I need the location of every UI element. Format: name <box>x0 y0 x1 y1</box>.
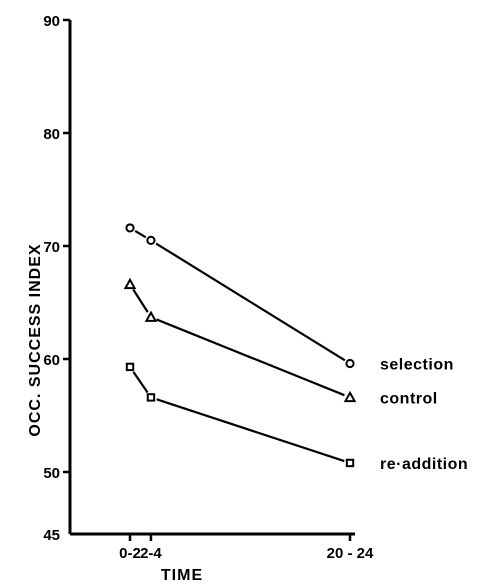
series-label: selection <box>380 357 454 374</box>
data-point-square <box>146 393 156 402</box>
y-axis-title: OCC. SUCCESS INDEX <box>27 243 44 436</box>
series-line-segment <box>156 318 345 397</box>
y-tick-label: 50 <box>43 465 60 482</box>
series-0: selection <box>125 223 454 374</box>
series-1: control <box>123 277 438 407</box>
axes <box>68 20 355 536</box>
data-point-circle <box>345 358 355 369</box>
series-line-segment <box>155 242 346 362</box>
x-tick-label: 0-2 <box>119 545 141 562</box>
data-point-circle <box>125 223 135 233</box>
series-label: re·addition <box>380 456 468 473</box>
series-layer: selection control re·addition <box>123 223 468 473</box>
series-line-segment <box>132 371 149 394</box>
series-line-segment <box>132 288 149 313</box>
x-tick-label: 20 - 24 <box>327 545 374 562</box>
y-tick-label: 60 <box>43 352 60 369</box>
data-point-square <box>125 362 135 372</box>
x-ticks: 0-2 2-4 20 - 24 <box>119 534 374 562</box>
data-point-triangle <box>144 310 158 322</box>
data-point-circle <box>146 235 156 245</box>
y-tick-label: 80 <box>43 126 60 143</box>
y-tick-label: 45 <box>43 527 60 544</box>
data-point-square <box>345 458 355 468</box>
x-axis-title: TIME <box>161 567 203 584</box>
y-tick-label: 90 <box>43 13 60 30</box>
series-label: control <box>380 390 438 407</box>
series-line-segment <box>156 398 345 463</box>
y-tick-label: 70 <box>43 239 60 256</box>
data-point-triangle <box>123 277 137 290</box>
y-ticks: 45 50 60 70 80 90 <box>43 13 70 544</box>
series-2: re·addition <box>125 362 468 473</box>
x-tick-label: 2-4 <box>140 545 162 562</box>
series-line-segment <box>134 230 147 239</box>
data-point-triangle <box>343 390 357 403</box>
